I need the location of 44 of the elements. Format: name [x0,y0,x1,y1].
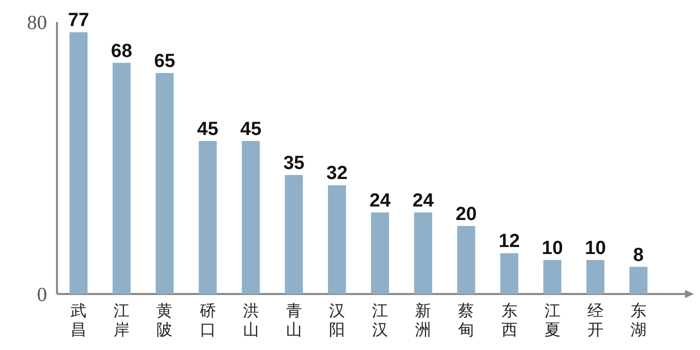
x-tick-label: 经开 [587,301,604,339]
data-label: 45 [197,119,219,140]
x-tick-label: 黄陂 [156,301,173,339]
data-label: 12 [498,231,520,252]
x-tick-label: 江汉 [372,301,388,339]
x-tick-label: 汉阳 [328,301,345,339]
bar [198,141,217,294]
data-label: 65 [154,51,176,72]
bar [156,73,174,294]
bar [242,141,260,294]
bar [629,266,648,294]
data-label: 24 [412,190,434,212]
x-tick-label: 江夏 [544,301,560,339]
data-label: 20 [456,204,477,225]
bar [284,175,303,294]
data-label: 68 [111,40,132,62]
bar [414,212,432,294]
x-tick-label: 江岸 [114,301,130,339]
data-label: 10 [542,238,563,259]
data-label: 24 [369,190,392,212]
data-label: 77 [68,10,90,32]
y-tick-label: 80 [27,12,47,34]
data-label: 32 [326,163,348,184]
x-tick-label: 青山 [286,301,302,339]
bar [457,226,476,294]
x-tick-label: 洪山 [242,301,259,339]
bar [371,212,390,294]
data-label: 45 [240,119,262,140]
x-tick-label: 东湖 [630,301,646,339]
x-tick-label: 硚口 [198,301,216,339]
x-tick-label: 武昌 [70,301,87,339]
x-tick-label: 新洲 [415,301,432,339]
data-label: 8 [633,244,644,266]
bar [70,32,88,294]
bar [112,62,131,294]
bar [328,185,346,294]
bar [500,253,518,294]
bar [543,260,562,294]
data-label: 35 [283,153,305,174]
bar [586,260,604,294]
x-tick-label: 蔡甸 [458,301,474,339]
x-tick-label: 东西 [501,301,518,339]
y-tick-label: 0 [37,284,47,306]
data-label: 10 [584,238,606,259]
